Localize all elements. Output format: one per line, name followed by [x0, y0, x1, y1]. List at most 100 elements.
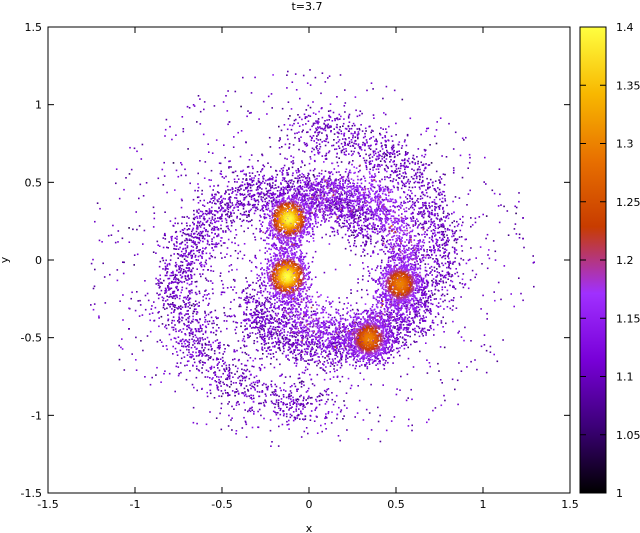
data-point	[292, 352, 294, 355]
data-point	[237, 359, 240, 362]
data-point	[311, 358, 314, 360]
data-point	[358, 313, 360, 315]
data-point	[392, 147, 394, 150]
data-point	[241, 379, 243, 382]
data-point	[286, 158, 288, 160]
data-point	[405, 341, 408, 344]
data-point	[299, 174, 301, 176]
data-point	[276, 321, 278, 323]
data-point	[416, 313, 418, 315]
data-point	[373, 226, 376, 229]
data-point	[359, 155, 361, 157]
data-point	[294, 325, 297, 327]
data-point	[368, 363, 371, 365]
data-point	[293, 362, 296, 364]
data-point	[225, 364, 228, 367]
data-point	[197, 237, 200, 240]
data-point	[270, 187, 272, 189]
data-point	[256, 385, 259, 387]
data-point	[358, 114, 361, 117]
data-point	[282, 316, 285, 318]
data-point	[266, 355, 268, 358]
data-point	[237, 202, 240, 205]
data-point	[337, 131, 339, 134]
data-point	[282, 311, 285, 314]
data-point	[196, 209, 198, 212]
data-point	[404, 171, 406, 173]
data-point	[461, 283, 464, 285]
data-point	[210, 356, 212, 358]
data-point	[389, 256, 392, 258]
data-point	[413, 320, 415, 323]
data-point	[357, 385, 359, 387]
data-point	[274, 406, 276, 409]
data-point	[343, 404, 346, 407]
data-point	[216, 375, 218, 378]
data-point	[407, 160, 410, 163]
data-point	[304, 183, 306, 186]
data-point	[393, 186, 395, 189]
data-point	[429, 294, 431, 297]
data-point	[354, 131, 356, 133]
data-point	[326, 125, 329, 128]
data-point	[205, 213, 208, 216]
data-point	[352, 136, 354, 139]
data-point	[342, 314, 344, 316]
data-point	[376, 267, 378, 269]
data-point	[236, 189, 239, 191]
data-point	[384, 144, 386, 146]
data-point	[429, 326, 431, 328]
data-point	[476, 368, 478, 371]
data-point	[460, 245, 463, 247]
data-point	[260, 316, 263, 318]
data-point	[382, 97, 384, 100]
data-point	[422, 259, 425, 262]
data-point	[322, 363, 324, 365]
data-point	[281, 146, 283, 148]
data-point	[428, 290, 430, 292]
data-point	[305, 334, 308, 336]
data-point	[208, 151, 210, 153]
data-point	[272, 341, 274, 344]
data-point	[204, 338, 206, 340]
data-point	[309, 336, 311, 338]
data-point	[396, 325, 399, 327]
data-point	[443, 233, 445, 236]
data-point	[197, 222, 199, 224]
data-point	[164, 234, 166, 237]
data-point	[181, 319, 183, 322]
data-point	[293, 351, 296, 353]
data-point	[144, 308, 147, 311]
data-point	[385, 346, 388, 349]
data-point	[412, 178, 415, 180]
data-point	[201, 193, 203, 195]
data-point	[195, 236, 197, 238]
data-point	[470, 247, 472, 249]
data-point	[409, 313, 411, 315]
data-point	[442, 300, 444, 303]
data-point	[340, 150, 343, 152]
data-point	[284, 315, 286, 318]
data-point	[272, 196, 275, 198]
data-point	[233, 212, 235, 214]
data-point	[196, 237, 198, 239]
data-point	[248, 395, 250, 397]
data-point	[384, 321, 386, 323]
data-point	[328, 126, 331, 129]
data-point	[423, 291, 426, 294]
data-point	[151, 376, 153, 379]
data-point	[209, 383, 211, 386]
data-point	[318, 195, 320, 197]
data-point	[204, 344, 207, 346]
data-point	[190, 239, 192, 242]
data-point	[295, 405, 298, 408]
data-point	[340, 364, 343, 367]
data-point	[314, 351, 317, 353]
data-point	[317, 204, 320, 206]
data-point	[404, 154, 407, 156]
data-point	[411, 197, 414, 200]
data-point	[290, 128, 293, 131]
data-point	[305, 329, 308, 332]
data-point	[349, 199, 352, 201]
data-point	[396, 328, 398, 331]
